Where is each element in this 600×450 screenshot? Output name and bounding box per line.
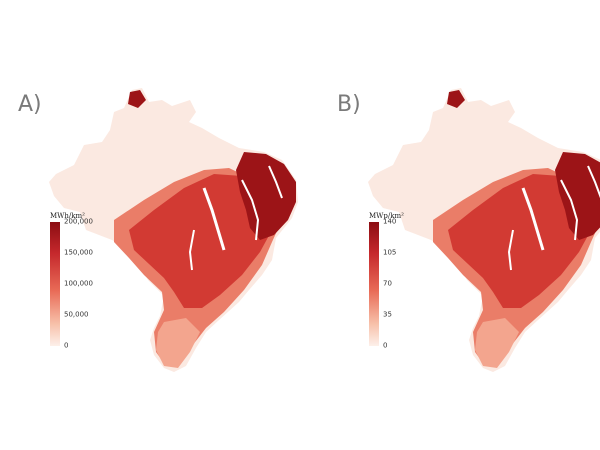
south-light-zone (475, 318, 519, 368)
legend-tick: 35 (383, 310, 392, 319)
river (560, 179, 579, 241)
legend-ticks: 200,000 150,000 100,000 50,000 0 (64, 217, 144, 349)
south-light-zone (156, 318, 200, 368)
legend-tick: 0 (383, 341, 388, 350)
river (202, 187, 226, 251)
map-panel-a: A) MWh/km² 200,000 150,000 100,000 50,00… (14, 70, 298, 380)
river (268, 165, 283, 199)
legend-tick: 70 (383, 279, 392, 288)
legend-tick: 100,000 (64, 279, 93, 288)
panel-label: A) (18, 92, 42, 117)
high-zone (448, 174, 598, 308)
max-zone-north (447, 90, 465, 108)
legend-tick: 50,000 (64, 310, 89, 319)
river (587, 165, 600, 199)
color-legend: MWp/km² 140 105 70 35 0 (369, 212, 469, 372)
max-zone-north (128, 90, 146, 108)
color-legend: MWh/km² 200,000 150,000 100,000 50,000 0 (50, 212, 150, 372)
brazil-map-b (368, 88, 600, 372)
river (241, 179, 260, 241)
map-panel-b: B) MWp/km² 140 105 70 35 0 (333, 70, 600, 380)
panel-label: B) (337, 92, 361, 117)
legend-tick: 140 (383, 217, 397, 226)
river (521, 187, 545, 251)
legend-tick: 0 (64, 341, 69, 350)
legend-colorbar (50, 222, 60, 346)
legend-colorbar (369, 222, 379, 346)
max-zone (236, 152, 296, 240)
legend-tick: 200,000 (64, 217, 93, 226)
river (507, 229, 514, 271)
high-zone (129, 174, 279, 308)
legend-unit: MWp/km² (369, 212, 404, 220)
river (188, 229, 195, 271)
legend-tick: 105 (383, 248, 397, 257)
legend-ticks: 140 105 70 35 0 (383, 217, 463, 349)
max-zone (555, 152, 600, 240)
brazil-map-a (49, 88, 298, 372)
legend-unit: MWh/km² (50, 212, 85, 220)
legend-tick: 150,000 (64, 248, 93, 257)
